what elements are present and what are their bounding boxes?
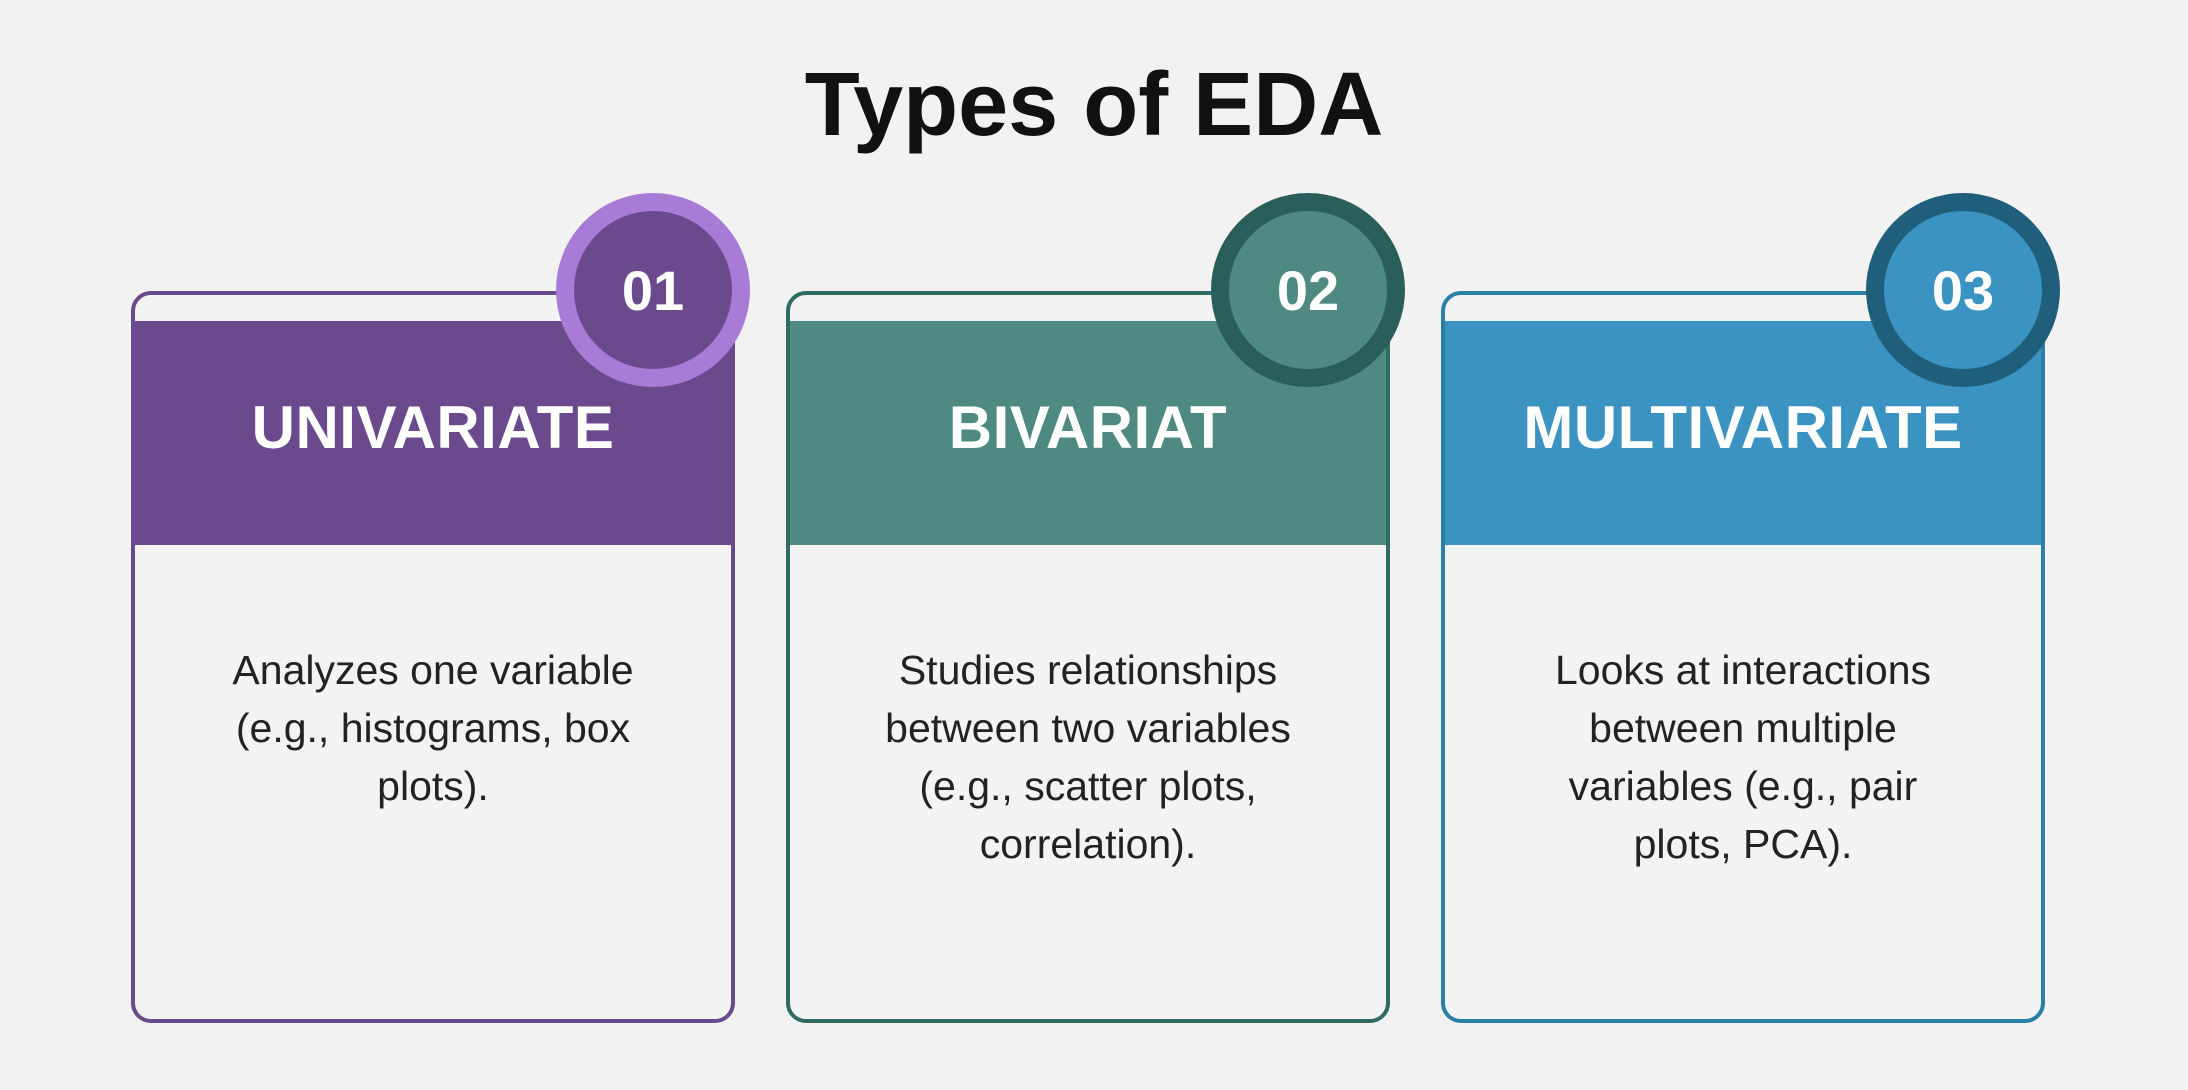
description-line: Studies relationships [898,647,1278,693]
badge-number: 03 [1931,258,1995,322]
card-description: Analyzes one variable (e.g., histograms,… [135,545,731,815]
card-heading: MULTIVARIATE [1523,393,1963,461]
number-badge: 02 [1211,193,1405,387]
card-univariate: UNIVARIATE Analyzes one variable (e.g., … [131,291,735,1023]
description-line: between two variables [885,705,1291,751]
card-heading: UNIVARIATE [251,393,615,461]
description-line: (e.g., histograms, box [235,705,631,751]
description-line: Analyzes one variable [232,647,634,693]
card-description: Studies relationships between two variab… [790,545,1386,873]
description-line: between multiple [1589,705,1897,751]
description-line: (e.g., scatter plots, [919,763,1257,809]
number-badge: 03 [1866,193,2060,387]
description-line: correlation). [979,821,1197,867]
card-bivariate: BIVARIAT Studies relationships between t… [786,291,1390,1023]
description-line: Looks at interactions [1554,647,1932,693]
card-description: Looks at interactions between multiple v… [1445,545,2041,873]
page-title: Types of EDA [804,55,1384,155]
card-multivariate: MULTIVARIATE Looks at interactions betwe… [1441,291,2045,1023]
description-line: plots, PCA). [1633,821,1853,867]
description-line: variables (e.g., pair [1568,763,1918,809]
badge-number: 02 [1276,258,1340,322]
badge-number: 01 [621,258,685,322]
description-line: plots). [377,763,489,809]
card-header-multivariate: MULTIVARIATE [1445,321,2041,545]
number-badge: 01 [556,193,750,387]
card-heading: BIVARIAT [948,393,1228,461]
